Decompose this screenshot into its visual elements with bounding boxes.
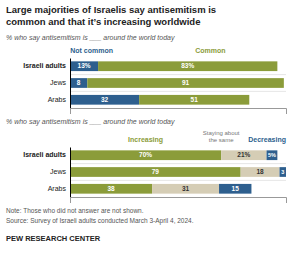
y-tick-label: Arabs [48, 185, 67, 192]
legend-entry: Increasing [128, 136, 163, 144]
y-tick: Jews [50, 79, 66, 86]
bar [70, 61, 98, 71]
legend-entry: Staying aboutthe same [203, 130, 240, 144]
bar [280, 167, 286, 177]
title-line: Large majorities of Israelis say antisem… [6, 4, 216, 15]
legend-entry: Not common [70, 47, 113, 54]
bars [70, 61, 284, 104]
x-axis-line [71, 109, 287, 115]
bar [139, 95, 249, 105]
bar [87, 78, 284, 88]
data-label: 15 [232, 185, 240, 192]
legend-entry-line: Staying about [203, 130, 240, 136]
bar [98, 61, 277, 71]
data-label: 8 [77, 79, 81, 86]
subtitle: % who say antisemitism is ___ around the… [6, 34, 175, 42]
x-axis [71, 198, 287, 204]
legend: Not common Common [70, 47, 225, 54]
data-label: 3 [281, 169, 284, 175]
legend-entry-line: Increasing [128, 136, 163, 144]
y-tick: Arabs [48, 96, 67, 103]
legend-entry-line: Not common [70, 47, 113, 54]
data-labels: 13% 8 32 83% 91 51 [77, 62, 198, 103]
bars [70, 150, 286, 193]
y-axis: Israeli adults Jews Arabs [23, 148, 70, 198]
y-tick-label: Jews [50, 79, 66, 86]
title: Large majorities of Israelis say antisem… [6, 4, 216, 27]
legend-entry-line: Decreasing [248, 136, 286, 144]
bar [241, 167, 280, 177]
legend: Increasing Staying aboutthe same Decreasin… [128, 130, 286, 145]
data-label: 38 [107, 185, 115, 192]
data-label: 31 [182, 185, 190, 192]
data-label: 70% [139, 151, 152, 158]
data-label: 83% [181, 62, 194, 69]
data-label: 91 [182, 79, 190, 86]
annotation: PEW RESEARCH CENTER [6, 234, 101, 243]
x-axis-line [71, 198, 287, 204]
data-label: 51 [191, 96, 199, 103]
y-tick: Israeli adults [23, 62, 66, 69]
title-line: common and that it’s increasing worldwid… [6, 16, 200, 27]
y-tick: Jews [50, 168, 66, 175]
legend-entry: Common [195, 47, 225, 54]
row-divider [70, 163, 286, 164]
plot: 13% 8 32 83% 91 51 Israeli adults Jews Arabs [23, 59, 286, 115]
bar [152, 184, 219, 194]
bar [267, 150, 278, 160]
y-axis: Israeli adults Jews Arabs [23, 59, 70, 109]
chart-root: Large majorities of Israelis say antisem… [0, 0, 292, 268]
y-axis-line [70, 148, 71, 198]
y-tick-label: Arabs [48, 96, 67, 103]
subtitle: % who say antisemitism is ___ around the… [6, 118, 175, 126]
y-tick-label: Israeli adults [23, 62, 66, 69]
y-tick: Israeli adults [23, 151, 66, 158]
row-divider [70, 74, 286, 75]
bar [221, 150, 266, 160]
annotation: Note: Those who did not answer are not s… [6, 207, 144, 214]
data-labels: 70% 79 38 21% 18 31 5% 3 15 [107, 151, 284, 192]
bar [70, 184, 152, 194]
bar [219, 184, 251, 194]
y-tick-label: Jews [50, 168, 66, 175]
legend-entry-line: the same [209, 137, 234, 143]
bar [70, 78, 87, 88]
data-label: 13% [78, 62, 91, 69]
data-label: 5% [268, 152, 276, 158]
data-label: 18 [256, 168, 264, 175]
row-divider [70, 91, 286, 92]
y-tick: Arabs [48, 185, 67, 192]
data-label: 79 [152, 168, 160, 175]
y-axis-line [70, 59, 71, 109]
bar [70, 167, 241, 177]
plot: 70% 79 38 21% 18 31 5% 3 15 Israeli adults Jews Ara… [23, 148, 286, 204]
legend-entry-line: Common [195, 47, 225, 54]
legend-entry: Decreasing [248, 136, 286, 144]
row-divider [70, 180, 286, 181]
annotation: Source: Survey of Israeli adults conduct… [6, 217, 194, 225]
bar [70, 95, 139, 105]
y-tick-label: Israeli adults [23, 151, 66, 158]
data-label: 32 [101, 96, 109, 103]
x-axis [71, 109, 287, 115]
data-label: 21% [237, 151, 250, 158]
bar [70, 150, 221, 160]
